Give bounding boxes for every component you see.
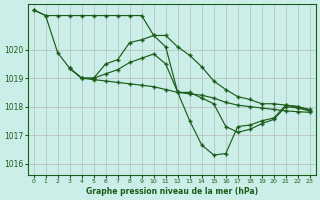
X-axis label: Graphe pression niveau de la mer (hPa): Graphe pression niveau de la mer (hPa) (86, 187, 258, 196)
